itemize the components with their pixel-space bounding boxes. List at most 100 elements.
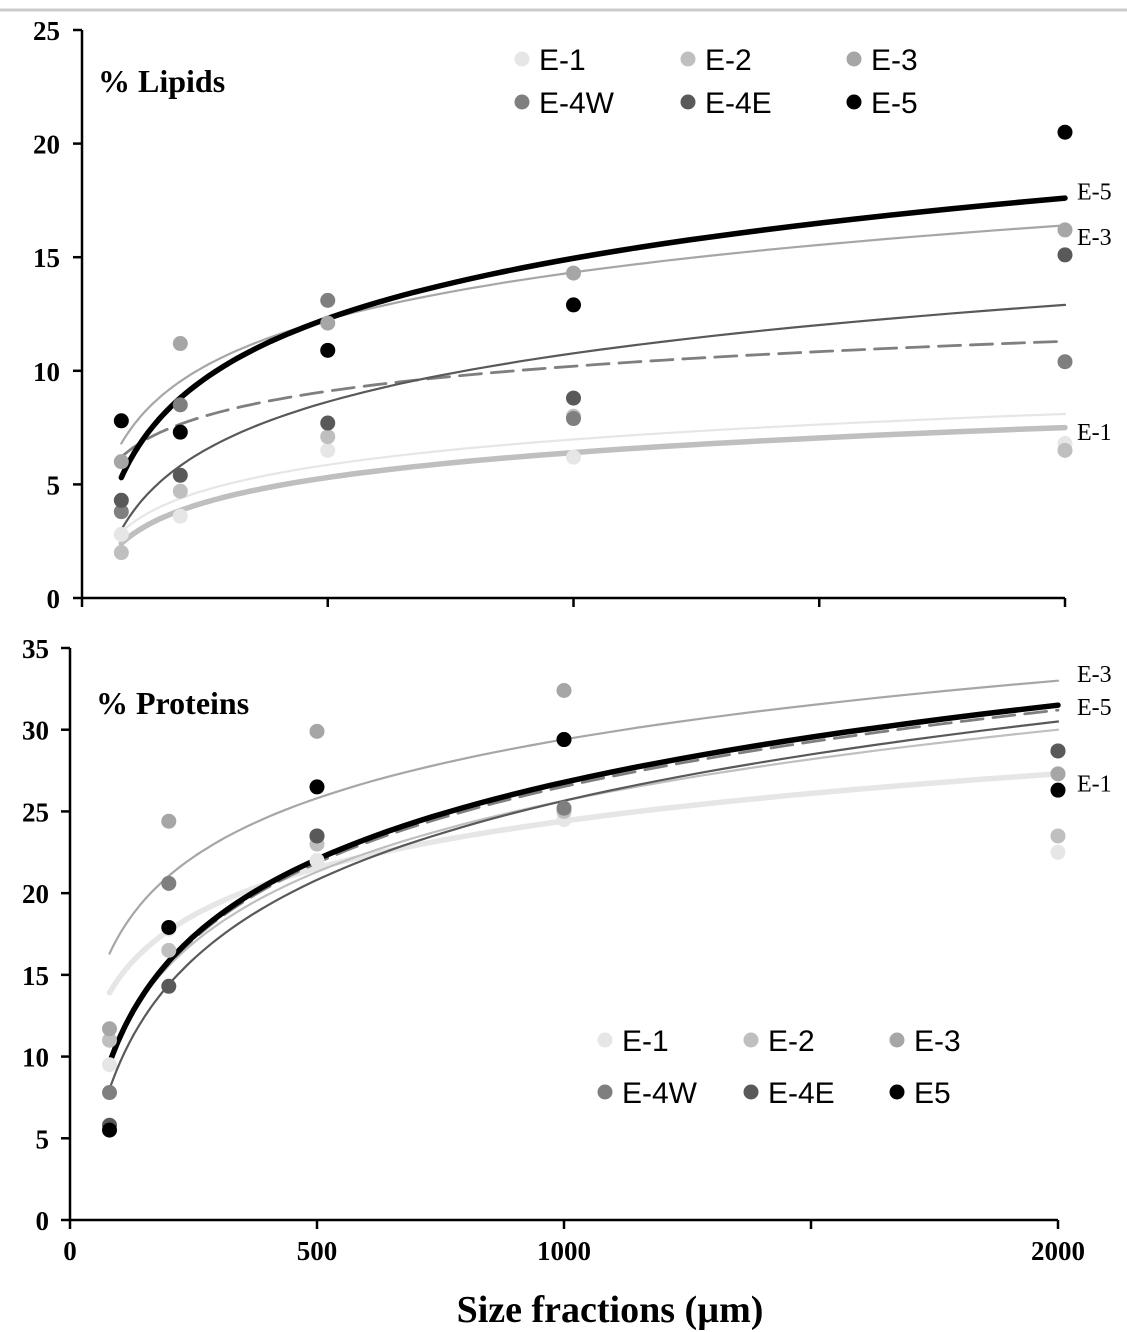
y-tick-label: 5 (36, 1124, 50, 1154)
data-point-e-3 (1057, 222, 1073, 238)
legend-label: E-4E (705, 87, 772, 120)
fit-line-e-4w (119, 339, 1067, 459)
y-tick-label: 10 (22, 1043, 49, 1073)
data-point-e-2 (113, 545, 129, 561)
legend-label: E-4E (768, 1077, 835, 1110)
fit-end-label: E-1 (1077, 772, 1112, 798)
data-point-e-1 (320, 442, 336, 458)
x-tick-label: 500 (297, 1236, 338, 1266)
data-point-e-4w (102, 1085, 118, 1101)
y-tick-label: 15 (22, 961, 49, 991)
fit-end-label: E-1 (1077, 420, 1112, 446)
data-point-e-2 (1050, 828, 1066, 844)
data-point-e-2 (172, 483, 188, 499)
data-point-e-3 (1050, 766, 1066, 782)
data-point-e-3 (172, 336, 188, 352)
legend-label: E-5 (871, 87, 918, 120)
legend-marker (889, 1084, 905, 1100)
legend-marker (846, 51, 862, 67)
fit-end-label: E-3 (1077, 225, 1112, 251)
data-point-e-5 (113, 413, 129, 429)
y-tick-label: 25 (22, 797, 49, 827)
data-point-e5 (1050, 782, 1066, 798)
legend-label: E-1 (622, 1025, 669, 1058)
data-point-e-4e (1057, 247, 1073, 263)
data-point-e-4e (566, 390, 581, 406)
fit-line-e5 (106, 702, 1061, 1066)
data-point-e-1 (102, 1057, 118, 1073)
legend-label: E-3 (914, 1025, 961, 1058)
legend-label: E-3 (871, 44, 918, 77)
legend-label: E-1 (539, 44, 586, 77)
data-point-e5 (161, 919, 177, 935)
legend-marker (680, 51, 696, 67)
data-point-e5 (102, 1122, 118, 1138)
data-point-e-4w (172, 397, 188, 413)
data-point-e-3 (566, 265, 581, 281)
data-point-e-3 (161, 813, 177, 829)
data-point-e-3 (309, 723, 325, 739)
data-point-e-2 (102, 1032, 118, 1048)
data-point-e-4w (161, 875, 177, 891)
y-tick-label: 0 (36, 1206, 50, 1236)
lipids-panel: 0 5 10 15 20 25 E-5 E-3 E-1 % Lipids E-1 E-2 E-3 E-4W… (33, 16, 1112, 614)
data-point-e-4e (172, 467, 188, 483)
fit-line-e-1 (106, 771, 1061, 996)
data-point-e-3 (320, 315, 336, 331)
legend-marker (514, 94, 530, 110)
y-tick-label: 30 (22, 716, 49, 746)
data-point-e-4e (161, 978, 177, 994)
x-axis-label: Size fractions (µm) (457, 1289, 764, 1331)
fit-line-e-5 (118, 195, 1068, 481)
y-tick-label: 0 (47, 584, 61, 614)
legend-label: E5 (914, 1077, 951, 1110)
data-point-e-3 (102, 1021, 118, 1037)
legend-marker (889, 1032, 905, 1048)
data-point-e-5 (566, 297, 581, 313)
y-tick-label: 20 (22, 879, 49, 909)
fit-end-label: E-3 (1077, 662, 1112, 688)
legend-label: E-2 (768, 1025, 815, 1058)
fit-line-e-3 (120, 224, 1067, 445)
y-tick-label: 35 (22, 634, 49, 664)
y-tick-label: 10 (33, 357, 60, 387)
legend-marker (597, 1084, 613, 1100)
legend-label: E-4W (539, 87, 615, 120)
data-point-e-4w (320, 292, 336, 308)
panel-title: % Lipids (98, 63, 225, 99)
fit-line-e-3 (108, 679, 1060, 955)
data-point-e-2 (1057, 442, 1073, 458)
data-point-e-1 (566, 449, 581, 465)
data-point-e-4e (309, 828, 325, 844)
data-point-e-3 (113, 454, 129, 470)
data-point-e5 (556, 732, 572, 748)
data-point-e-1 (113, 526, 129, 542)
y-tick-label: 15 (33, 243, 60, 273)
panel-title: % Proteins (96, 685, 249, 721)
data-point-e-4w (1057, 354, 1073, 370)
data-point-e-1 (1050, 844, 1066, 860)
legend-marker (846, 94, 862, 110)
data-point-e-4w (566, 411, 581, 427)
data-point-e-2 (320, 429, 336, 445)
data-point-e-4w (113, 504, 129, 520)
fit-line-e-2 (118, 424, 1068, 547)
y-tick-label: 20 (33, 130, 60, 160)
fit-line-e-4e (108, 720, 1060, 1091)
data-point-e-4w (556, 800, 572, 816)
data-point-e-5 (1057, 124, 1073, 140)
x-tick-label: 0 (63, 1236, 77, 1266)
fit-line-e-4e (120, 303, 1067, 531)
legend-marker (743, 1084, 759, 1100)
data-point-e-5 (172, 424, 188, 440)
fit-end-label: E-5 (1077, 179, 1112, 205)
data-point-e-2 (161, 942, 177, 958)
legend-marker (514, 51, 530, 67)
data-point-e-1 (309, 852, 325, 868)
fit-end-label: E-5 (1077, 695, 1112, 721)
data-point-e-3 (556, 682, 572, 698)
legend-marker (680, 94, 696, 110)
legend-marker (743, 1032, 759, 1048)
legend-label: E-4W (622, 1077, 698, 1110)
